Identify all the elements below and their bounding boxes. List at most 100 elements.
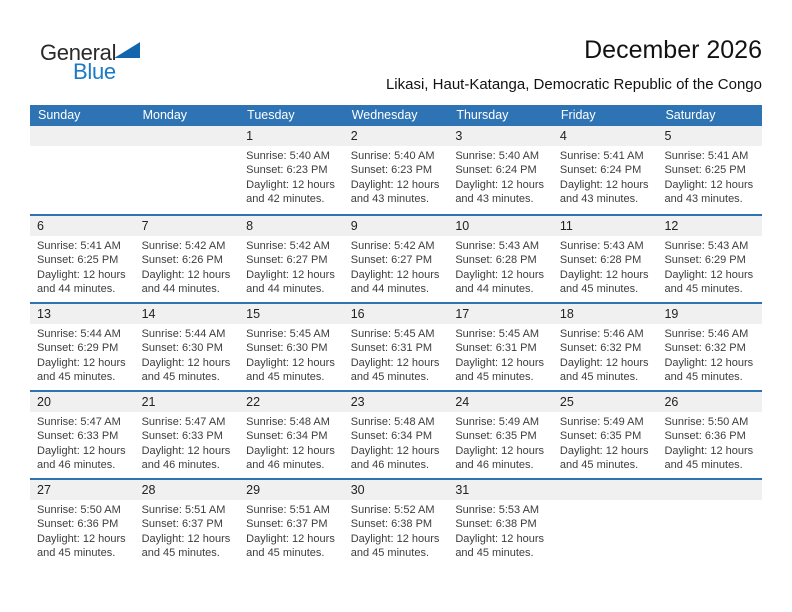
sunset-label: Sunset: [455,430,493,443]
daylight-line: Daylight: 12 hours and 46 minutes. [37,444,135,473]
daylight-value: 12 hours and 46 minutes. [246,444,335,472]
sunrise-line: Sunrise: 5:50 AM [664,415,762,429]
sunrise-value: 5:50 AM [707,416,749,428]
calendar-day-cell: Sunrise: 5:41 AM Sunset: 6:25 PM Daylight:… [657,146,762,207]
day-number: 20 [37,395,51,409]
sunrise-value: 5:43 AM [707,240,749,252]
logo-triangle-icon [114,42,141,58]
sunrise-label: Sunrise: [559,150,601,162]
calendar-day-cell: Sunrise: 5:42 AM Sunset: 6:27 PM Daylight:… [344,236,449,297]
sunrise-label: Sunrise: [455,416,496,428]
daylight-label: Daylight: [141,268,185,281]
sunset-line: Sunset: 6:31 PM [455,341,553,355]
sunrise-value: 5:46 AM [707,328,749,340]
calendar-day-cell-empty [30,146,135,207]
calendar-day-cell: Sunrise: 5:48 AM Sunset: 6:34 PM Daylight:… [344,412,449,473]
sunset-value: 6:33 PM [181,430,223,443]
sunset-line: Sunset: 6:32 PM [664,341,762,355]
daylight-line: Daylight: 12 hours and 46 minutes. [246,444,344,473]
calendar-day-cell: Sunrise: 5:40 AM Sunset: 6:24 PM Daylight:… [448,146,553,207]
sunrise-value: 5:40 AM [289,150,330,162]
page-title: December 2026 [584,36,762,64]
sunrise-line: Sunrise: 5:43 AM [455,239,553,253]
sunrise-value: 5:47 AM [185,416,226,428]
calendar-day-cell-empty [553,500,658,561]
sunset-line: Sunset: 6:31 PM [351,341,449,355]
daylight-line: Daylight: 12 hours and 45 minutes. [37,532,135,561]
daylight-line: Daylight: 12 hours and 43 minutes. [455,178,553,207]
sunset-value: 6:34 PM [391,430,433,443]
sunrise-value: 5:45 AM [289,328,330,340]
day-header-sunday: Sunday [38,108,81,122]
sunset-label: Sunset: [37,430,75,443]
daylight-value: 12 hours and 45 minutes. [350,356,440,384]
sunset-line: Sunset: 6:38 PM [351,517,449,531]
daylight-line: Daylight: 12 hours and 45 minutes. [246,532,344,561]
day-number-band: 20 21 22 23 24 25 26 [30,392,762,412]
sunrise-line: Sunrise: 5:46 AM [664,327,762,341]
sunset-value: 6:27 PM [391,254,433,267]
daylight-line: Daylight: 12 hours and 44 minutes. [351,268,449,297]
logo-general-text: General [40,40,117,65]
sunset-label: Sunset: [246,254,284,267]
calendar-day-cell: Sunrise: 5:42 AM Sunset: 6:26 PM Daylight:… [135,236,240,297]
daylight-label: Daylight: [350,444,394,457]
sunset-value: 6:23 PM [286,164,328,177]
daylight-line: Daylight: 12 hours and 46 minutes. [142,444,240,473]
sunrise-line: Sunrise: 5:40 AM [246,149,344,163]
daylight-value: 12 hours and 46 minutes. [37,444,126,472]
daylight-label: Daylight: [559,268,603,281]
daylight-value: 12 hours and 42 minutes. [246,178,335,206]
calendar-day-cell: Sunrise: 5:43 AM Sunset: 6:28 PM Daylight:… [553,236,658,297]
sunset-value: 6:32 PM [600,342,642,355]
daylight-label: Daylight: [559,178,603,191]
week-row: 13 14 15 16 17 18 19 Sunrise: 5:44 AM Sunset: 6:… [30,302,762,390]
week-cells: Sunrise: 5:44 AM Sunset: 6:29 PM Daylight:… [30,324,762,385]
sunrise-line: Sunrise: 5:45 AM [351,327,449,341]
sunrise-line: Sunrise: 5:44 AM [142,327,240,341]
calendar-day-cell: Sunrise: 5:42 AM Sunset: 6:27 PM Daylight:… [239,236,344,297]
daylight-label: Daylight: [559,444,603,457]
sunset-label: Sunset: [246,430,284,443]
sunset-line: Sunset: 6:33 PM [37,429,135,443]
daylight-label: Daylight: [559,356,603,369]
day-number: 14 [141,307,156,321]
sunset-label: Sunset: [37,254,75,267]
sunset-line: Sunset: 6:35 PM [560,429,658,443]
daylight-line: Daylight: 12 hours and 45 minutes. [560,268,658,297]
sunrise-line: Sunrise: 5:47 AM [142,415,240,429]
calendar-day-cell: Sunrise: 5:41 AM Sunset: 6:25 PM Daylight:… [30,236,135,297]
calendar-day-cell: Sunrise: 5:46 AM Sunset: 6:32 PM Daylight:… [657,324,762,385]
sunrise-label: Sunrise: [246,328,287,340]
week-cells: Sunrise: 5:41 AM Sunset: 6:25 PM Daylight:… [30,236,762,297]
sunset-label: Sunset: [350,342,389,355]
sunrise-line: Sunrise: 5:40 AM [455,149,553,163]
sunset-value: 6:34 PM [286,430,328,443]
sunset-label: Sunset: [455,164,493,177]
sunrise-line: Sunrise: 5:51 AM [246,503,344,517]
daylight-label: Daylight: [246,178,289,191]
sunrise-label: Sunrise: [141,504,182,516]
sunset-value: 6:24 PM [495,164,537,177]
day-number-empty [30,126,135,146]
day-number-empty [135,126,240,146]
sunrise-line: Sunrise: 5:53 AM [455,503,553,517]
sunset-line: Sunset: 6:29 PM [664,253,762,267]
sunset-value: 6:35 PM [600,430,642,443]
sunset-value: 6:36 PM [77,518,119,531]
sunrise-value: 5:52 AM [394,504,435,516]
sunset-value: 6:37 PM [286,518,328,531]
sunset-line: Sunset: 6:27 PM [246,253,344,267]
calendar-day-cell: Sunrise: 5:48 AM Sunset: 6:34 PM Daylight:… [239,412,344,473]
sunset-value: 6:24 PM [600,164,642,177]
sunset-line: Sunset: 6:35 PM [455,429,553,443]
sunrise-label: Sunrise: [350,328,392,340]
sunset-label: Sunset: [141,518,179,531]
sunset-label: Sunset: [559,430,598,443]
sunset-value: 6:33 PM [77,430,119,443]
daylight-line: Daylight: 12 hours and 45 minutes. [664,356,762,385]
day-number: 16 [350,307,365,321]
sunrise-value: 5:49 AM [498,416,540,428]
sunset-line: Sunset: 6:38 PM [455,517,553,531]
